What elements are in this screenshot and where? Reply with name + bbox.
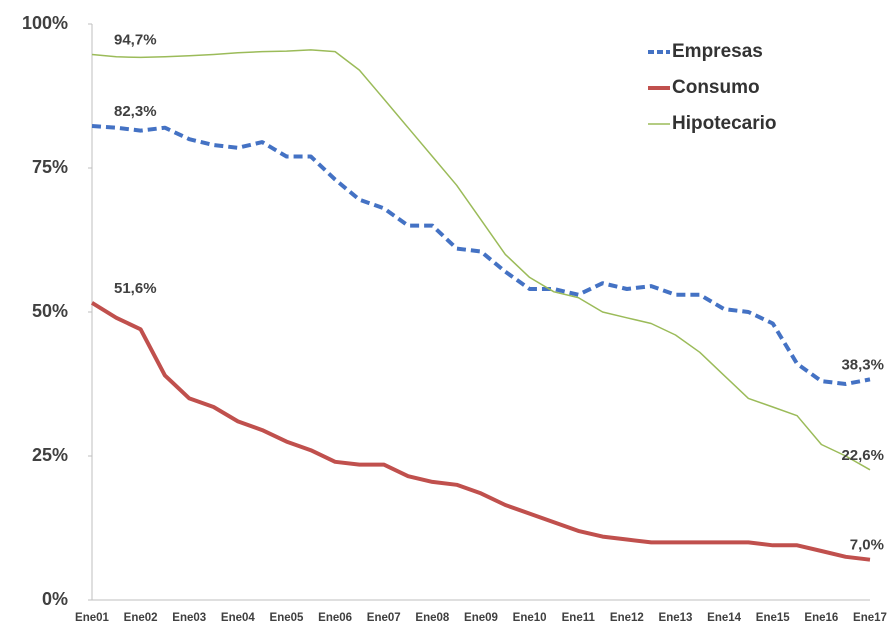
series-line: [91, 49, 871, 471]
x-tick-label: Ene08: [415, 612, 449, 624]
y-tick-label: 50%: [32, 301, 68, 321]
data-label: 7,0%: [850, 537, 884, 554]
x-tick-label: Ene13: [659, 612, 693, 624]
x-tick-label: Ene03: [172, 612, 206, 624]
x-tick-label: Ene14: [707, 612, 741, 624]
x-tick-label: Ene15: [756, 612, 790, 624]
legend-label: Hipotecario: [672, 113, 777, 134]
x-tick-label: Ene10: [513, 612, 547, 624]
x-tick-label: Ene16: [804, 612, 838, 624]
y-tick-label: 75%: [32, 157, 68, 177]
x-tick-label: Ene02: [124, 612, 158, 624]
x-tick-label: Ene01: [75, 612, 109, 624]
x-tick-label: Ene06: [318, 612, 352, 624]
data-label: 94,7%: [114, 31, 157, 48]
x-tick-label: Ene07: [367, 612, 401, 624]
x-tick-label: Ene04: [221, 612, 255, 624]
x-tick-label: Ene17: [853, 612, 887, 624]
series-line: [91, 124, 871, 386]
data-label: 51,6%: [114, 280, 157, 297]
data-label: 22,6%: [841, 447, 884, 464]
x-tick-label: Ene11: [562, 612, 596, 624]
series-line: [90, 301, 871, 562]
x-tick-label: Ene09: [464, 612, 498, 624]
data-label: 82,3%: [114, 103, 157, 120]
y-tick-label: 0%: [42, 589, 68, 609]
data-label: 38,3%: [841, 356, 884, 373]
x-tick-label: Ene12: [610, 612, 644, 624]
y-tick-label: 100%: [22, 13, 68, 33]
legend-label: Consumo: [672, 77, 760, 98]
x-tick-label: Ene05: [270, 612, 304, 624]
y-tick-label: 25%: [32, 445, 68, 465]
legend-label: Empresas: [672, 41, 763, 62]
